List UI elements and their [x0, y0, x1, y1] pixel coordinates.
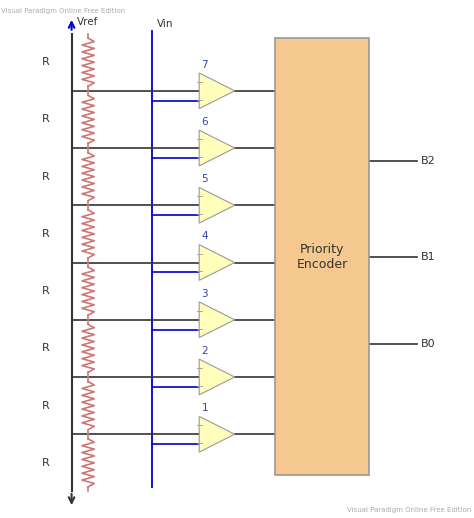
Text: 3: 3 — [201, 289, 208, 298]
Text: R: R — [42, 286, 49, 296]
Text: Visual Paradigm Online Free Edition: Visual Paradigm Online Free Edition — [346, 507, 471, 513]
Bar — [275, 38, 369, 475]
Text: Priority
Encoder: Priority Encoder — [296, 242, 348, 270]
Text: 5: 5 — [201, 174, 208, 184]
Text: 6: 6 — [201, 117, 208, 127]
Text: B0: B0 — [421, 339, 436, 349]
Text: B1: B1 — [421, 252, 436, 262]
Polygon shape — [199, 302, 235, 338]
Text: 4: 4 — [201, 232, 208, 241]
Text: R: R — [42, 57, 49, 67]
Text: R: R — [42, 171, 49, 182]
Text: Vref: Vref — [77, 17, 99, 27]
Text: Visual Paradigm Online Free Edition: Visual Paradigm Online Free Edition — [1, 8, 126, 14]
Text: R: R — [42, 114, 49, 124]
Polygon shape — [199, 244, 235, 280]
Text: Vin: Vin — [156, 19, 173, 29]
Polygon shape — [199, 359, 235, 395]
Polygon shape — [199, 416, 235, 452]
Polygon shape — [199, 188, 235, 223]
Text: R: R — [42, 400, 49, 411]
Text: 2: 2 — [201, 346, 208, 356]
Text: 7: 7 — [201, 60, 208, 70]
Polygon shape — [199, 73, 235, 109]
Text: R: R — [42, 458, 49, 468]
Text: R: R — [42, 343, 49, 353]
Polygon shape — [199, 130, 235, 166]
Text: B2: B2 — [421, 155, 436, 166]
Text: 1: 1 — [201, 403, 208, 413]
Text: R: R — [42, 229, 49, 239]
